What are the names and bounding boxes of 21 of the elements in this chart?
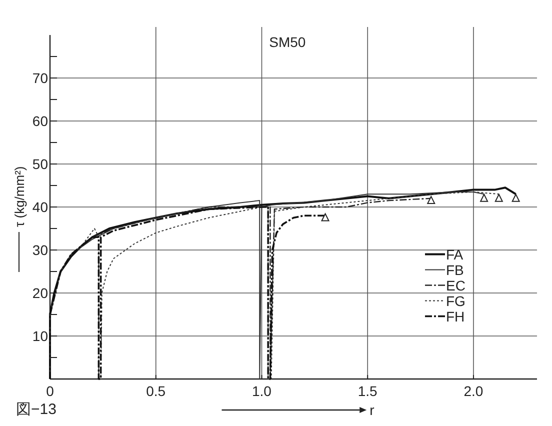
legend-label: EC [446,277,466,294]
y-tick-label: 50 [32,156,48,172]
y-tick-label: 20 [32,285,48,301]
legend-label: FH [446,308,465,324]
y-tick-label: 60 [32,113,48,129]
x-axis-title: r [370,402,375,418]
y-tick-label: 30 [32,242,48,258]
x-tick-label: 1.0 [252,383,272,399]
legend-label: FG [446,292,466,309]
y-tick-label: 70 [32,70,48,86]
x-tick-label: 2.0 [464,383,484,399]
x-tick-label: 0.5 [146,383,166,399]
y-axis-title: τ (kg/mm²) [12,166,27,227]
y-tick-label: 40 [32,199,48,215]
y-tick-label: 10 [32,328,48,344]
chart-title: SM50 [269,34,306,50]
legend-label: FB [446,262,464,278]
text: 図−13 [16,401,56,418]
x-tick-label: 0 [46,383,54,399]
legend-label: FA [446,246,464,262]
x-tick-label: 1.5 [358,383,378,399]
